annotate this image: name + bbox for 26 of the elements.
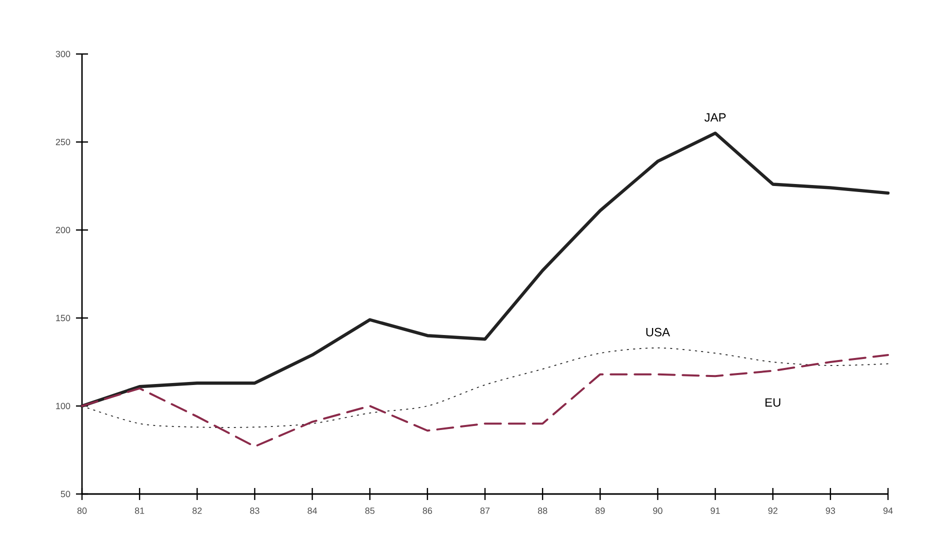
x-tick-label: 84: [308, 508, 318, 514]
x-tick-label: 82: [192, 508, 202, 514]
y-tick-label: 300: [56, 50, 70, 58]
series-label: USA: [646, 328, 670, 336]
x-tick-label: 93: [826, 508, 836, 514]
x-tick-label: 81: [134, 508, 144, 514]
line-series: [80, 132, 890, 408]
x-tick-label: 94: [883, 508, 893, 514]
x-tick-label: 88: [538, 508, 548, 514]
x-tick-label: 83: [250, 508, 260, 514]
y-tick-label: 150: [56, 314, 70, 322]
x-tick-label: 91: [710, 508, 720, 514]
x-tick-label: 89: [596, 508, 605, 514]
y-tick-label: 250: [56, 138, 70, 146]
x-tick-label: 90: [653, 508, 662, 514]
y-tick-label: 50: [60, 490, 70, 498]
x-tick-label: 86: [422, 508, 432, 514]
y-tick-label: 100: [56, 402, 70, 410]
x-tick-label: 85: [365, 508, 374, 514]
x-tick-label: 92: [768, 508, 778, 514]
y-tick-label: 200: [56, 226, 70, 234]
series-label: JAP: [704, 113, 726, 122]
x-tick-label: 80: [77, 508, 87, 514]
x-tick-label: 87: [480, 508, 490, 514]
text: EU: [766, 398, 780, 407]
line-series: [81, 354, 890, 448]
